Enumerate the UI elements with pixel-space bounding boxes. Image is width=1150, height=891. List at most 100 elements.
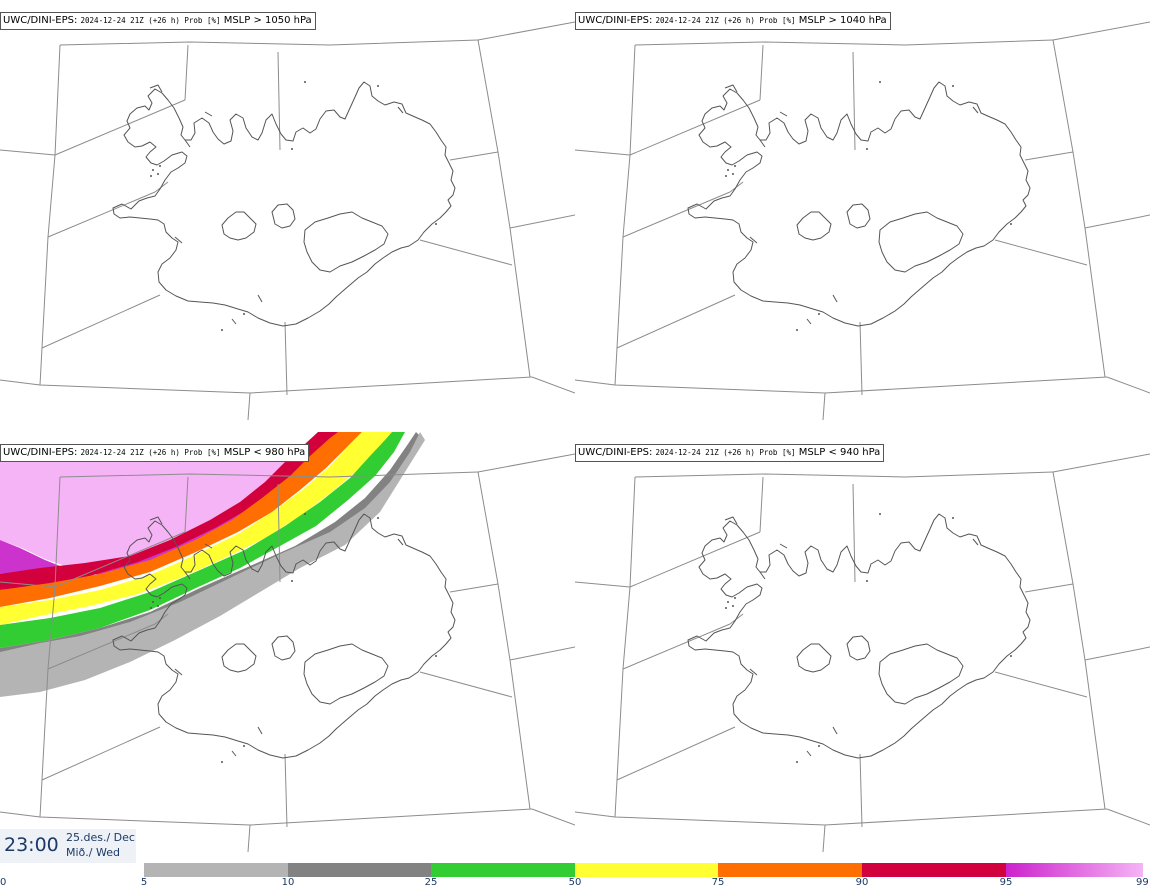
boundary-line	[277, 483, 281, 583]
boundary-line	[419, 671, 513, 698]
legend-swatch	[718, 863, 862, 877]
glacier-outline	[796, 211, 832, 241]
boundary-line	[1084, 214, 1150, 229]
run-info: 2024-12-24 21Z (+26 h) Prob [%]	[655, 16, 796, 25]
boundary-line	[247, 392, 251, 420]
boundary-line	[575, 376, 1108, 394]
boundary-line	[41, 726, 161, 781]
islet	[377, 517, 379, 519]
islet	[732, 605, 734, 607]
boundary-line	[616, 294, 736, 349]
coast-detail	[397, 106, 404, 114]
boundary-line	[0, 581, 56, 588]
boundary-line	[1052, 39, 1106, 378]
legend-tick-label: 50	[568, 877, 582, 888]
boundary-line	[575, 581, 631, 588]
boundary-line	[614, 476, 636, 818]
panel-title: UWC/DINI-EPS: 2024-12-24 21Z (+26 h) Pro…	[0, 444, 310, 462]
island-outline	[687, 513, 1031, 759]
probability-band	[0, 432, 362, 607]
legend-tick-label: 95	[999, 877, 1013, 888]
glacier-outline	[846, 635, 871, 661]
map-canvas	[575, 21, 1150, 420]
glacier-outline	[271, 203, 296, 229]
boundary-line	[634, 39, 1054, 46]
coast-detail	[779, 543, 788, 549]
legend-tick-label: 5	[140, 877, 148, 888]
islet	[1010, 223, 1012, 225]
boundary-line	[0, 376, 533, 394]
coast-detail	[759, 139, 766, 148]
islet	[152, 601, 154, 603]
panel-title: UWC/DINI-EPS: 2024-12-24 21Z (+26 h) Pro…	[575, 444, 885, 462]
map-canvas	[575, 453, 1150, 852]
islet	[734, 597, 736, 599]
boundary-line	[1052, 21, 1150, 41]
boundary-line	[54, 99, 186, 156]
legend-swatch	[431, 863, 575, 877]
boundary-line	[822, 824, 826, 852]
coast-detail	[397, 538, 404, 546]
coast-detail	[972, 106, 979, 114]
run-info: 2024-12-24 21Z (+26 h) Prob [%]	[655, 448, 796, 457]
boundary-line	[247, 824, 251, 852]
boundary-line	[859, 321, 863, 396]
legend-swatch	[144, 863, 288, 877]
boundary-line	[1106, 376, 1150, 394]
islet	[157, 605, 159, 607]
coast-detail	[257, 726, 263, 735]
islet	[879, 513, 881, 515]
iceland-coastline	[687, 513, 1031, 763]
islet	[734, 165, 736, 167]
islet	[152, 169, 154, 171]
boundary-line	[575, 808, 1108, 826]
islet	[866, 148, 868, 150]
coast-detail	[972, 538, 979, 546]
legend-swatch	[288, 863, 431, 877]
coast-detail	[806, 318, 812, 325]
islet	[796, 329, 798, 331]
region-boundaries	[575, 21, 1150, 420]
boundary-line	[477, 21, 575, 41]
islet	[159, 597, 161, 599]
legend-tick-label: 25	[424, 877, 438, 888]
islet	[157, 173, 159, 175]
boundary-line	[852, 51, 856, 151]
boundary-line	[852, 483, 856, 583]
probability-band	[0, 432, 334, 575]
boundary-line	[0, 808, 533, 826]
islet	[150, 175, 152, 177]
islet	[243, 313, 245, 315]
map-panel-3: UWC/DINI-EPS: 2024-12-24 21Z (+26 h) Pro…	[0, 432, 575, 852]
boundary-line	[531, 376, 575, 394]
coast-detail	[184, 139, 191, 148]
map-panel-4: UWC/DINI-EPS: 2024-12-24 21Z (+26 h) Pro…	[575, 432, 1150, 852]
coast-detail	[832, 294, 838, 303]
threshold-label: MSLP > 1050 hPa	[223, 15, 312, 26]
run-info: 2024-12-24 21Z (+26 h) Prob [%]	[80, 448, 221, 457]
islet	[435, 655, 437, 657]
legend-swatch	[575, 863, 718, 877]
boundary-line	[994, 671, 1088, 698]
model-name: UWC/DINI-EPS	[3, 15, 74, 26]
glacier-outline	[221, 211, 257, 241]
boundary-line	[39, 44, 61, 386]
coast-detail	[231, 750, 237, 757]
boundary-line	[477, 471, 531, 810]
boundary-line	[1052, 453, 1150, 473]
boundary-line	[622, 191, 731, 238]
islet	[732, 173, 734, 175]
boundary-line	[1106, 808, 1150, 826]
region-boundaries	[0, 21, 575, 420]
threshold-label: MSLP > 1040 hPa	[798, 15, 887, 26]
island-outline	[687, 81, 1031, 327]
coast-detail	[806, 750, 812, 757]
boundary-line	[629, 531, 761, 588]
model-name: UWC/DINI-EPS	[578, 447, 649, 458]
boundary-line	[41, 294, 161, 349]
glacier-outline	[878, 643, 964, 705]
boundary-line	[859, 753, 863, 828]
valid-time: 23:00	[4, 834, 59, 856]
glacier-outline	[303, 643, 389, 705]
